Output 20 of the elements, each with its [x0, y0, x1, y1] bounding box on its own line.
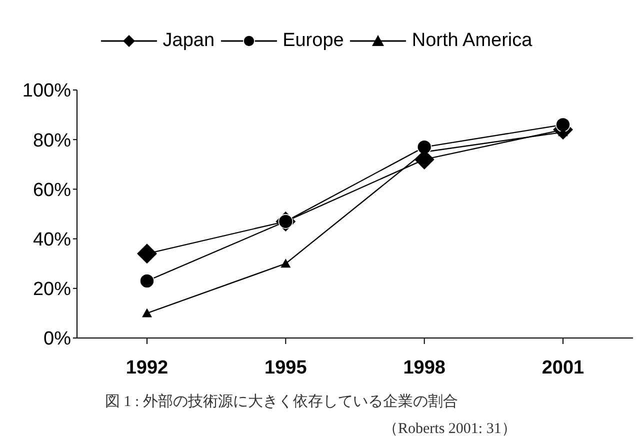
x-tick-label: 1998	[403, 357, 446, 378]
x-tick-label: 2001	[542, 357, 585, 378]
legend-label: Japan	[162, 30, 215, 52]
y-tick-label: 0%	[44, 328, 72, 350]
point	[142, 308, 152, 318]
y-tick-label: 40%	[32, 230, 72, 251]
caption: 図 1 : 外部の技術源に大きく依存している企業の割合	[104, 392, 459, 411]
point	[556, 117, 570, 132]
point	[137, 244, 157, 264]
y-tick-label: 80%	[32, 130, 72, 152]
y-tick-label: 20%	[32, 279, 72, 300]
point	[280, 258, 291, 268]
legend-label: North America	[412, 30, 532, 52]
legend-label: Europe	[282, 30, 344, 52]
text: （Roberts 2001: 31）	[382, 420, 518, 436]
x-tick-label: 1992	[126, 357, 168, 378]
y-tick-label: 100%	[22, 80, 72, 102]
x-tick-label: 1995	[264, 357, 308, 378]
point	[140, 274, 154, 288]
y-tick-label: 60%	[32, 180, 72, 201]
